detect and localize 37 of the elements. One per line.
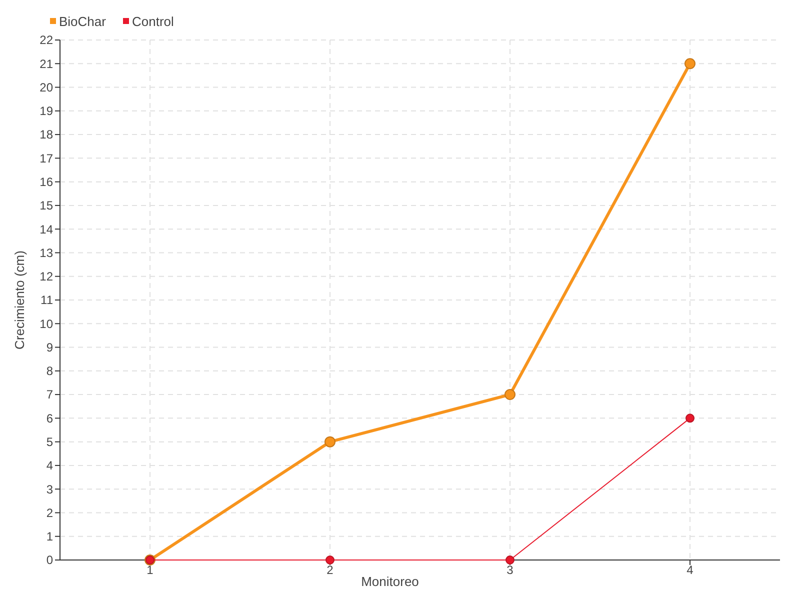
point bbox=[506, 556, 514, 564]
y-tick-label: 9 bbox=[46, 340, 54, 354]
y-tick-label: 3 bbox=[46, 482, 54, 496]
point bbox=[324, 436, 336, 448]
y-tick-label: 8 bbox=[46, 364, 54, 378]
y-tick-label: 1 bbox=[46, 530, 54, 544]
y-tick-label: 7 bbox=[46, 388, 54, 402]
y-axis-title: Crecimiento (cm) bbox=[12, 250, 27, 350]
y-tick-label: 6 bbox=[46, 411, 54, 426]
y-tick-label: 0 bbox=[46, 553, 54, 568]
y-tick-label: 20 bbox=[40, 80, 54, 94]
y-tick-label: 16 bbox=[40, 175, 54, 190]
legend-label: BioChar bbox=[59, 14, 107, 29]
x-tick-label: 3 bbox=[506, 563, 514, 577]
y-tick-label: 11 bbox=[40, 293, 54, 308]
y-tick-label: 4 bbox=[46, 458, 54, 473]
y-tick-label: 18 bbox=[40, 128, 54, 142]
x-axis-title: Monitoreo bbox=[361, 574, 419, 589]
x-tick-label: 4 bbox=[686, 563, 694, 577]
point bbox=[504, 389, 516, 400]
y-tick-label: 21 bbox=[40, 56, 54, 71]
y-tick-label: 17 bbox=[40, 151, 54, 166]
point bbox=[686, 414, 694, 423]
x-tick-label: 2 bbox=[326, 563, 334, 577]
legend-label: Control bbox=[132, 14, 174, 29]
x-tick-label: 1 bbox=[146, 563, 154, 577]
y-tick-label: 5 bbox=[46, 435, 54, 450]
y-tick-label: 10 bbox=[40, 316, 54, 331]
point bbox=[326, 556, 334, 564]
y-tick-label: 12 bbox=[40, 270, 54, 284]
point bbox=[684, 58, 696, 70]
y-tick-label: 14 bbox=[40, 222, 54, 236]
y-tick-label: 22 bbox=[40, 33, 54, 48]
y-tick-label: 13 bbox=[40, 246, 54, 260]
y-tick-label: 19 bbox=[40, 104, 54, 118]
y-tick-label: 15 bbox=[40, 198, 54, 213]
y-tick-label: 2 bbox=[46, 506, 54, 520]
